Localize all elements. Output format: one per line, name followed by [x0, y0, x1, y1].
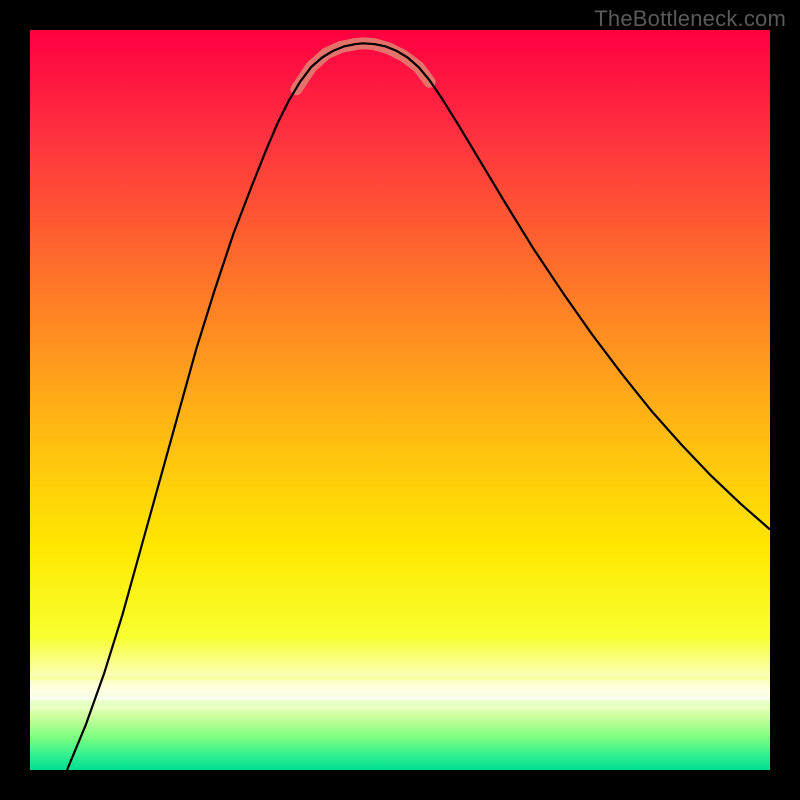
- watermark-text: TheBottleneck.com: [594, 6, 786, 32]
- bottleneck-curve: [67, 43, 770, 770]
- bottleneck-highlight: [296, 43, 429, 89]
- curve-layer: [30, 30, 770, 770]
- chart-root: TheBottleneck.com: [0, 0, 800, 800]
- plot-area: [30, 30, 770, 770]
